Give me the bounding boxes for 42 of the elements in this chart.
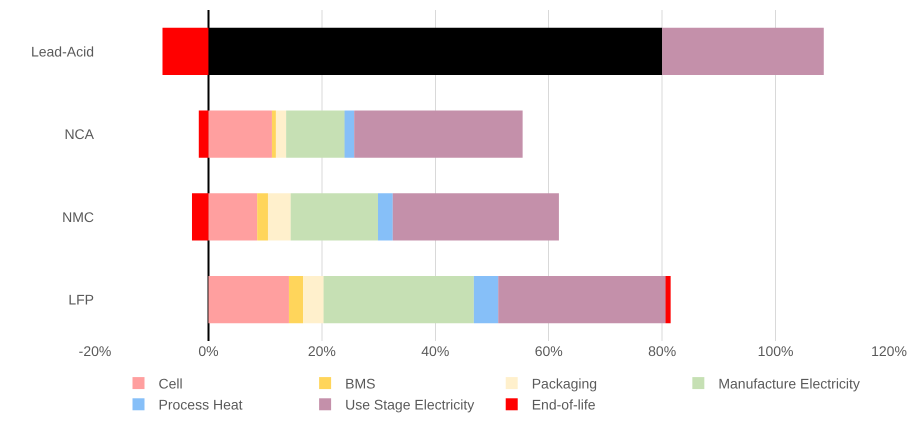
bar xyxy=(286,110,345,158)
x-tick-label: 0% xyxy=(198,343,219,359)
y-tick-label: LFP xyxy=(68,292,94,308)
bar xyxy=(272,110,276,158)
x-tick-label: -20% xyxy=(78,343,112,359)
bar xyxy=(192,193,208,240)
bar xyxy=(303,276,324,324)
bar xyxy=(208,110,272,158)
bar xyxy=(290,193,378,240)
y-tick-label: Lead-Acid xyxy=(30,43,94,60)
x-tick-label: 80% xyxy=(648,343,676,359)
bar xyxy=(344,110,354,158)
legend-label: End-of-life xyxy=(532,396,596,413)
bar xyxy=(666,276,671,324)
y-tick-label: NMC xyxy=(62,208,94,225)
x-tick-label: 100% xyxy=(758,343,794,359)
legend-label: Manufacture Electricity xyxy=(718,376,860,392)
bar xyxy=(498,276,666,324)
legend-label: Packaging xyxy=(532,376,598,392)
bar xyxy=(324,276,474,324)
bar xyxy=(198,110,208,158)
x-tick-label: 40% xyxy=(421,343,450,359)
bar xyxy=(354,110,523,158)
legend-label: Use Stage Electricity xyxy=(345,396,474,413)
y-tick-label: NCA xyxy=(64,126,95,142)
bar xyxy=(208,276,289,324)
bar xyxy=(474,276,498,324)
bar xyxy=(208,193,258,240)
x-tick-label: 120% xyxy=(871,343,907,359)
legend-label: Cell xyxy=(158,376,183,392)
x-tick-label: 60% xyxy=(534,343,563,359)
bar xyxy=(162,28,208,75)
bar xyxy=(276,110,286,158)
legend-label: Process Heat xyxy=(158,396,243,413)
bar xyxy=(378,193,393,240)
bar xyxy=(288,276,304,324)
bar xyxy=(268,193,291,240)
bar xyxy=(392,193,559,240)
bar xyxy=(662,28,824,75)
bar xyxy=(257,193,268,240)
legend-label: BMS xyxy=(345,376,376,392)
x-tick-label: 20% xyxy=(308,343,336,359)
